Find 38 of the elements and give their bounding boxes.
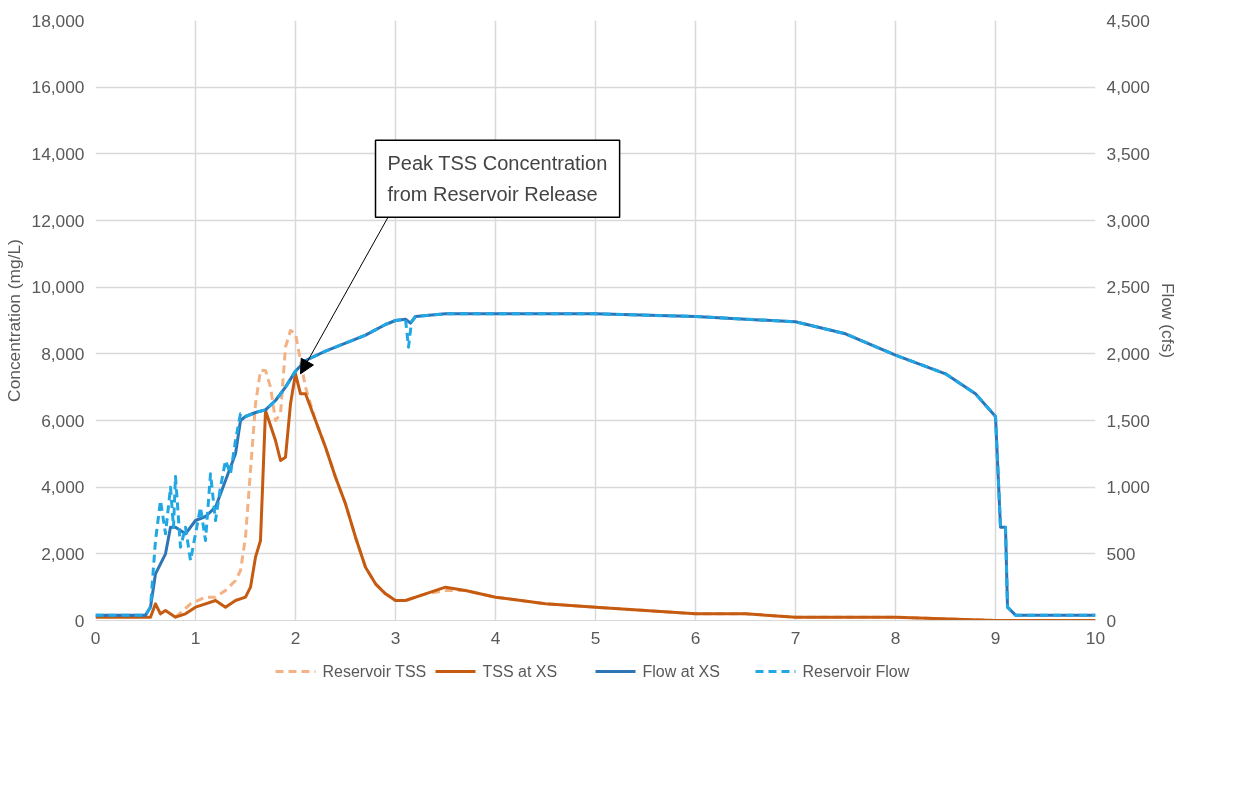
y-tick-label: 4,000 [41, 477, 85, 498]
y-tick-label: 16,000 [31, 77, 85, 98]
y2-tick-label: 2,500 [1106, 277, 1150, 298]
x-tick-label: 6 [690, 627, 701, 648]
y2-tick-label: 500 [1106, 543, 1136, 564]
y-tick-label: 14,000 [31, 143, 85, 164]
y2-tick-label: 3,500 [1106, 143, 1150, 164]
y2-tick-label: 0 [1106, 610, 1117, 631]
y-axis-title: Concentration (mg/L) [3, 239, 24, 402]
legend-label: Reservoir Flow [802, 663, 910, 680]
y2-axis-title: Flow (cfs) [1157, 282, 1178, 359]
y-tick-label: 12,000 [31, 210, 85, 231]
x-tick-label: 7 [790, 627, 801, 648]
y2-tick-label: 3,000 [1106, 210, 1150, 231]
y2-tick-label: 2,000 [1106, 343, 1150, 364]
x-tick-label: 2 [290, 627, 301, 648]
x-tick-label: 9 [990, 627, 1001, 648]
y2-tick-label: 4,000 [1106, 77, 1150, 98]
x-tick-label: 5 [590, 627, 601, 648]
y-tick-label: 18,000 [31, 10, 85, 31]
x-tick-label: 8 [890, 627, 901, 648]
x-tick-label: 1 [190, 627, 201, 648]
annotation: Peak TSS Concentration from Reservoir Release [387, 152, 608, 206]
y-tick-label: 8,000 [41, 343, 85, 364]
y2-tick-label: 1,000 [1106, 477, 1150, 498]
y2-tick-label: 4,500 [1106, 10, 1150, 31]
x-tick-label: 10 [1085, 627, 1106, 648]
y2-tick-label: 1,500 [1106, 410, 1150, 431]
y-tick-label: 10,000 [31, 277, 85, 298]
x-tick-label: 0 [90, 627, 101, 648]
x-tick-label: 3 [390, 627, 401, 648]
y-tick-label: 6,000 [41, 410, 85, 431]
legend-label: Reservoir TSS [322, 663, 427, 680]
legend-label: Flow at XS [642, 663, 720, 680]
y-tick-label: 2,000 [41, 543, 85, 564]
x-tick-label: 4 [490, 627, 501, 648]
y-tick-label: 0 [74, 610, 85, 631]
legend-label: TSS at XS [482, 663, 558, 680]
